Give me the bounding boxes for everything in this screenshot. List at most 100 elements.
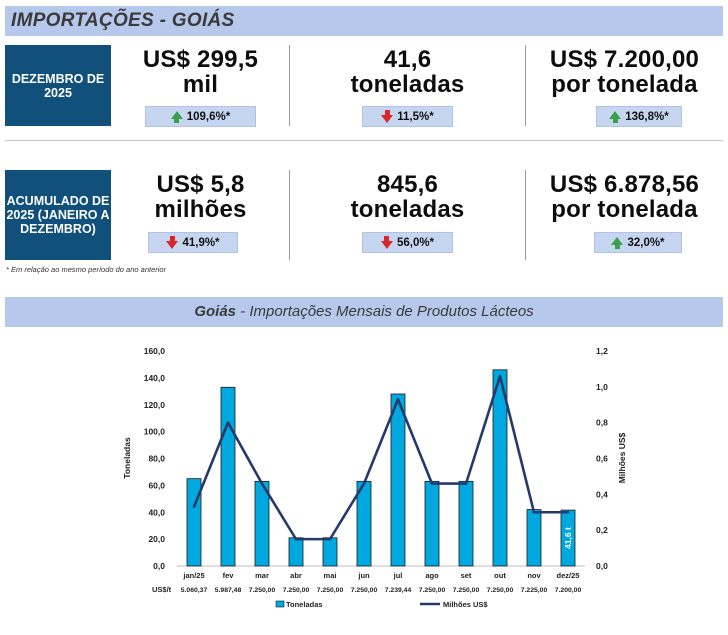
value-line1: US$ 6.878,56 (526, 172, 723, 197)
x-tick-label: jun (357, 571, 370, 580)
x-tick-label: nov (527, 571, 541, 580)
line-point (295, 538, 297, 540)
arrow-down-icon (381, 241, 393, 249)
bar (391, 394, 405, 566)
legend-label: Toneladas (286, 600, 323, 609)
header-banner: IMPORTAÇÕES - GOIÁS (5, 6, 723, 36)
price-per-ton-label: 7.250,00 (487, 587, 514, 594)
x-tick-label: out (494, 571, 506, 580)
price-per-ton-label: 7.239,44 (385, 587, 412, 594)
y2-tick-label: 0,4 (596, 489, 608, 499)
value-line1: US$ 5,8 (112, 172, 289, 197)
arrow-down-icon (381, 115, 393, 123)
chart-title-rest: - Importações Mensais de Produtos Lácteo… (236, 303, 534, 320)
bar (323, 538, 337, 566)
y-tick-label: 100,0 (144, 427, 166, 437)
y2-tick-label: 0,2 (596, 525, 608, 535)
ytd-price-card: US$ 6.878,56 por tonelada (526, 172, 723, 222)
month-value-card: US$ 299,5 mil (112, 47, 289, 97)
line-point (499, 375, 501, 377)
chart-title-banner: Goiás - Importações Mensais de Produtos … (5, 297, 723, 327)
y2-tick-label: 0,6 (596, 454, 608, 464)
line-point (431, 482, 433, 484)
line-point (465, 482, 467, 484)
price-per-ton-label: 7.250,00 (317, 587, 344, 594)
month-volume-card: 41,6 toneladas (290, 47, 525, 97)
x-tick-label: ago (425, 571, 439, 580)
x-tick-label: fev (223, 571, 235, 580)
line-point (533, 511, 535, 513)
x-tick-label: jul (393, 571, 403, 580)
variation-text: 136,8%* (625, 111, 668, 123)
imports-chart: 0,020,040,060,080,0100,0120,0140,0160,00… (0, 335, 728, 635)
separator (5, 140, 723, 141)
price-row-label: US$/t (152, 585, 172, 594)
variation-badge: 32,0%* (594, 232, 682, 253)
period-label-ytd: ACUMULADO DE 2025 (JANEIRO A DEZEMBRO) (5, 170, 111, 260)
line-point (227, 421, 229, 423)
line-point (193, 506, 195, 508)
bar (425, 481, 439, 566)
price-per-ton-label: 5.060,37 (181, 587, 208, 594)
x-tick-label: abr (290, 571, 302, 580)
y-axis-title: Toneladas (122, 437, 132, 479)
y-tick-label: 0,0 (153, 561, 165, 571)
legend-swatch-bar (276, 601, 284, 607)
arrow-down-icon (166, 241, 178, 249)
y2-axis-title: Milhões US$ (617, 432, 627, 483)
y-tick-label: 120,0 (144, 400, 166, 410)
y-tick-label: 40,0 (148, 507, 165, 517)
value-line2: mil (112, 72, 289, 97)
line-point (397, 398, 399, 400)
x-tick-label: mai (324, 571, 337, 580)
x-tick-label: mar (255, 571, 269, 580)
value-line2: toneladas (290, 197, 525, 222)
variation-text: 32,0%* (627, 237, 664, 249)
price-per-ton-label: 7.200,00 (555, 587, 582, 594)
value-line2: por tonelada (526, 72, 723, 97)
y2-tick-label: 1,0 (596, 382, 608, 392)
variation-text: 109,6%* (187, 111, 230, 123)
value-line1: US$ 7.200,00 (526, 47, 723, 72)
variation-badge: 136,8%* (596, 106, 682, 127)
variation-badge: 109,6%* (145, 106, 256, 127)
price-per-ton-label: 7.250,00 (453, 587, 480, 594)
bar (221, 387, 235, 566)
variation-text: 56,0%* (397, 237, 434, 249)
line-point (261, 482, 263, 484)
bar (527, 510, 541, 566)
line-point (567, 511, 569, 513)
y2-tick-label: 1,2 (596, 346, 608, 356)
y-tick-label: 160,0 (144, 346, 166, 356)
bar (289, 538, 303, 566)
bar-data-label: 41,6 t (563, 527, 573, 549)
value-line2: por tonelada (526, 197, 723, 222)
y2-tick-label: 0,8 (596, 418, 608, 428)
y-tick-label: 20,0 (148, 534, 165, 544)
value-line2: toneladas (290, 72, 525, 97)
line-point (329, 538, 331, 540)
y2-tick-label: 0,0 (596, 561, 608, 571)
x-tick-label: set (461, 571, 472, 580)
value-line1: 41,6 (290, 47, 525, 72)
price-per-ton-label: 7.225,00 (521, 587, 548, 594)
page-title: IMPORTAÇÕES - GOIÁS (11, 10, 235, 32)
arrow-up-icon (171, 111, 183, 119)
arrow-up-icon (611, 237, 623, 245)
value-line1: 845,6 (290, 172, 525, 197)
price-per-ton-label: 7.250,00 (283, 587, 310, 594)
variation-badge: 11,5%* (362, 106, 453, 127)
variation-badge: 41,9%* (148, 232, 238, 253)
variation-badge: 56,0%* (362, 232, 453, 253)
ytd-volume-card: 845,6 toneladas (290, 172, 525, 222)
variation-text: 41,9%* (182, 237, 219, 249)
y-tick-label: 80,0 (148, 454, 165, 464)
x-tick-label: dez/25 (557, 571, 580, 580)
price-per-ton-label: 5.987,48 (215, 587, 242, 594)
bar (459, 481, 473, 566)
footnote: * Em relação ao mesmo período do ano ant… (6, 265, 166, 274)
price-per-ton-label: 7.250,00 (249, 587, 276, 594)
value-line1: US$ 299,5 (112, 47, 289, 72)
chart-title-bold: Goiás (194, 303, 236, 320)
line-point (363, 482, 365, 484)
